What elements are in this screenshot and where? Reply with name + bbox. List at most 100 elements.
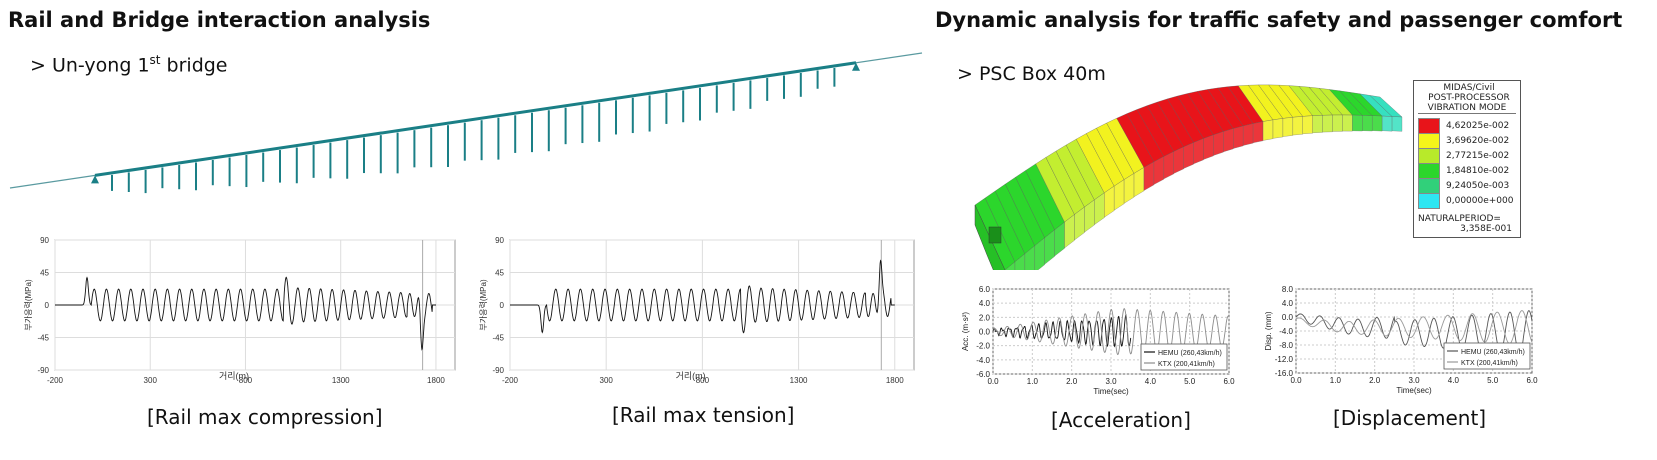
- girder-web-segment: [1014, 253, 1025, 270]
- legend-label: KTX (200,41km/h): [1158, 361, 1215, 368]
- y-tick-label: -6.0: [976, 370, 990, 379]
- series-line: [992, 313, 1132, 348]
- y-tick-label: 4.0: [1282, 299, 1294, 308]
- girder-web-segment: [1183, 142, 1194, 169]
- y-tick-label: -4.0: [976, 356, 990, 365]
- y-axis-label: 부가응력(MPa): [23, 279, 33, 331]
- displacement-chart: 8.04.00.0-4.0-8.0-12.0-16.00.0 1.0 2.0 3.0 4…: [1264, 285, 1538, 395]
- x-axis-label: Time(sec): [1093, 387, 1129, 396]
- x-tick-label: 1800: [886, 376, 904, 385]
- legend-box: [1443, 342, 1531, 370]
- girder-web-segment: [1114, 179, 1125, 211]
- bridge-structure: [9, 52, 923, 194]
- legend-value: 3,69620e-002: [1446, 135, 1510, 146]
- legend-value: 1,84810e-002: [1446, 165, 1510, 176]
- x-tick-label: 5.0: [1184, 377, 1196, 386]
- legend-item: 4,62025e-002: [1418, 117, 1520, 134]
- girder-web-segment: [1282, 117, 1293, 137]
- x-tick-label: 1300: [790, 376, 808, 385]
- legend-value: 2,77215e-002: [1446, 150, 1510, 161]
- y-tick-label: -90: [37, 366, 49, 375]
- y-tick-label: 4.0: [979, 299, 991, 308]
- left-section-title: Rail and Bridge interaction analysis: [8, 8, 431, 32]
- girder-web-segment: [1322, 114, 1333, 133]
- girder-web-segment: [1213, 131, 1224, 156]
- legend-value: 9,24050e-003: [1446, 180, 1510, 191]
- legend-item: 2,77215e-002: [1418, 147, 1520, 164]
- y-tick-label: 90: [495, 236, 504, 245]
- legend-swatch: [1418, 192, 1440, 209]
- girder-web-segment: [1342, 114, 1353, 132]
- y-tick-label: 8.0: [1282, 285, 1294, 294]
- girder-web-segment: [1223, 128, 1234, 153]
- girder-web-segment: [1352, 114, 1363, 132]
- x-tick-label: 4.0: [1145, 377, 1157, 386]
- y-tick-label: -45: [492, 334, 504, 343]
- right-section-title: Dynamic analysis for traffic safety and …: [935, 8, 1623, 32]
- rail-compression-chart: 90 45 0 -45 -90-200 300 800 1300 1800 거리(m) 부가응력(M…: [23, 236, 456, 385]
- girder-web-segment: [1381, 115, 1393, 132]
- girder-web-segment: [1054, 221, 1065, 257]
- girder-web-segment: [1074, 206, 1085, 241]
- y-tick-label: 45: [40, 269, 49, 278]
- x-tick-label: 6.0: [1223, 377, 1235, 386]
- x-axis-label: 거리(m): [676, 371, 706, 381]
- y-tick-label: 45: [495, 269, 504, 278]
- rail-tension-chart: 90 45 0 -45 -90-200 300 800 1300 1800 거리(m) 부가응력(M…: [478, 236, 915, 385]
- y-tick-label: 2.0: [979, 313, 991, 322]
- girder-web-segment: [1193, 138, 1204, 165]
- x-axis-label: 거리(m): [219, 371, 249, 381]
- y-tick-label: -90: [492, 366, 504, 375]
- x-tick-label: 1.0: [1330, 376, 1342, 385]
- y-axis-label: Disp. (mm): [1264, 311, 1273, 350]
- girder-web-segment: [1272, 118, 1284, 139]
- rail-tension-caption: [Rail max tension]: [612, 403, 795, 427]
- psc-box-girder-model: [974, 84, 1403, 270]
- girder-web-segment: [1133, 167, 1145, 198]
- y-axis-label: Acc. (m·s²): [961, 312, 970, 351]
- girder-web-segment: [1252, 121, 1264, 143]
- girder-web-segment: [1372, 115, 1383, 132]
- legend-header-2: POST-PROCESSOR: [1428, 93, 1510, 103]
- x-tick-label: 0.0: [1290, 376, 1302, 385]
- x-tick-label: 3.0: [1408, 376, 1420, 385]
- girder-web-segment: [1004, 261, 1016, 270]
- x-tick-label: -200: [47, 376, 64, 385]
- girder-web-segment: [1143, 161, 1155, 191]
- series-line: [992, 308, 1230, 356]
- x-tick-label: 6.0: [1526, 376, 1538, 385]
- y-tick-label: -45: [37, 334, 49, 343]
- displacement-caption: [Displacement]: [1333, 406, 1487, 430]
- x-tick-label: 0.0: [987, 377, 999, 386]
- x-tick-label: 1800: [427, 376, 445, 385]
- bridge-name-sup: st: [149, 53, 161, 67]
- x-tick-label: 300: [144, 376, 158, 385]
- legend-swatch: [1418, 162, 1440, 179]
- natural-period-value: 3,358E-001: [1460, 224, 1512, 234]
- legend-box: [1140, 343, 1228, 371]
- girder-web-segment: [1153, 156, 1164, 185]
- girder-web-segment: [1104, 185, 1115, 218]
- bridge-name-prefix: > Un-yong 1: [30, 54, 150, 77]
- y-tick-label: 90: [40, 236, 49, 245]
- y-tick-label: -2.0: [976, 342, 990, 351]
- y-tick-label: 6.0: [979, 285, 991, 294]
- x-tick-label: 300: [600, 376, 614, 385]
- bridge-abutment-right: [852, 62, 860, 71]
- x-tick-label: 4.0: [1448, 376, 1460, 385]
- bridge-abutment-left: [91, 175, 99, 184]
- stress-series-line: [510, 259, 895, 334]
- girder-web-segment: [1044, 229, 1055, 265]
- legend-value: 4,62025e-002: [1446, 120, 1510, 131]
- rail-compression-caption: [Rail max compression]: [147, 405, 383, 429]
- girder-web-segment: [1173, 146, 1184, 174]
- girder-web-segment: [1292, 116, 1303, 136]
- girder-web-segment: [1064, 214, 1075, 249]
- legend-item: 9,24050e-003: [1418, 177, 1520, 194]
- box-girder-label: > PSC Box 40m: [957, 63, 1106, 85]
- girder-mesh: [974, 84, 1403, 270]
- x-tick-label: 3.0: [1105, 377, 1117, 386]
- acceleration-caption: [Acceleration]: [1051, 408, 1191, 432]
- girder-box-cell: [988, 226, 1002, 244]
- acceleration-chart: 6.04.02.00.0-2.0-4.0-6.00.0 1.0 2.0 3.0 4.0 5…: [961, 285, 1235, 396]
